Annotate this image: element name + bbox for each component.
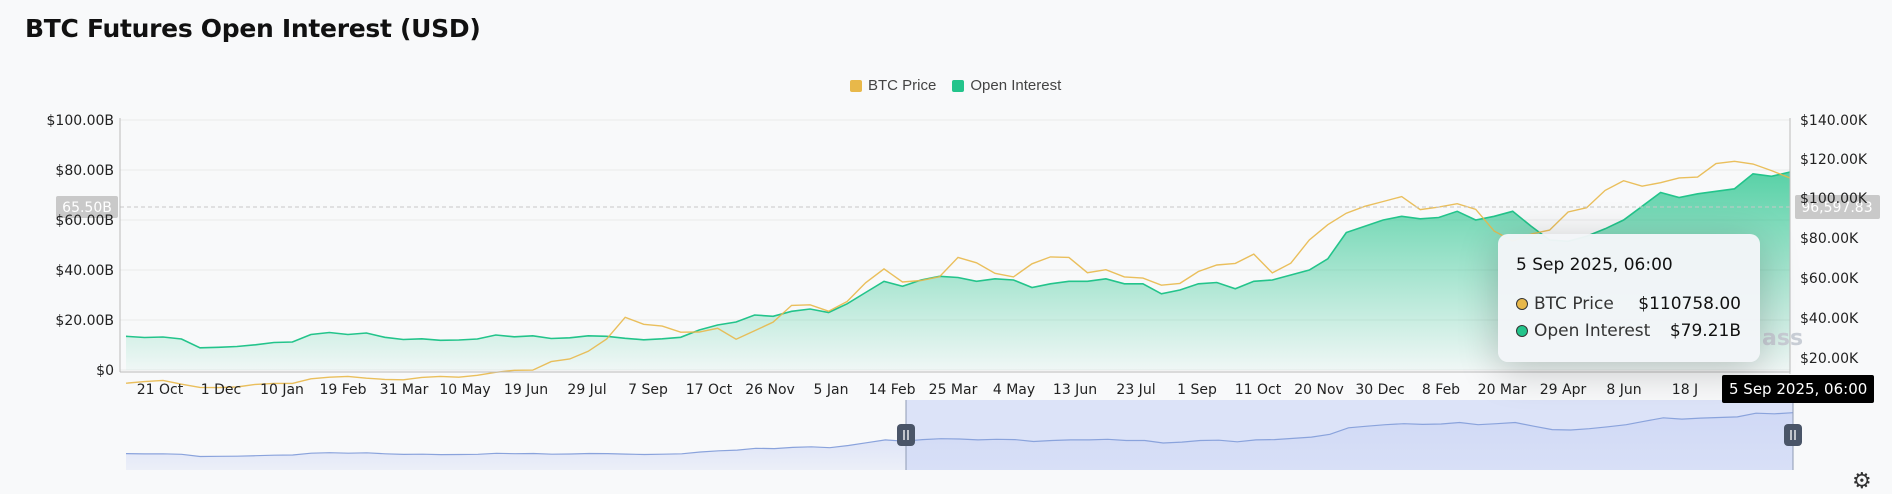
crosshair-right-badge [1795, 195, 1880, 219]
tooltip-label-open-interest: Open Interest [1534, 321, 1651, 341]
range-navigator[interactable] [125, 400, 1802, 470]
y-right-tick-label: $120.00K [1800, 152, 1868, 168]
x-tick-label: 11 Oct [1235, 382, 1282, 398]
tooltip-date: 5 Sep 2025, 06:00 [1516, 255, 1673, 275]
y-right-tick-label: $100.00K [1800, 191, 1868, 207]
legend-item-open-interest[interactable]: Open Interest [952, 77, 1061, 94]
x-tick-label: 1 Dec [201, 382, 241, 398]
chart-tooltip: 5 Sep 2025, 06:00 BTC Price $110758.00 O… [1498, 234, 1760, 362]
navigator-handle-left[interactable] [897, 424, 915, 446]
watermark: ass [1762, 326, 1803, 351]
x-tick-label: 17 Oct [686, 382, 733, 398]
x-tick-label: 1 Sep [1177, 382, 1217, 398]
gear-icon[interactable]: ⚙ [1852, 468, 1872, 493]
x-tick-label: 10 May [439, 382, 490, 398]
chart-legend: BTC Price Open Interest [850, 77, 1061, 94]
x-tick-label: 20 Mar [1478, 382, 1527, 398]
tooltip-value-btc-price: $110758.00 [1638, 294, 1741, 314]
navigator-line [125, 412, 1794, 458]
x-tick-label: 19 Jun [504, 382, 548, 398]
x-tick-label: 18 J [1672, 382, 1698, 398]
y-right-tick-label: $80.00K [1800, 231, 1859, 247]
x-tick-label: 8 Jun [1606, 382, 1641, 398]
x-tick-label: 7 Sep [628, 382, 668, 398]
x-tick-label: 4 May [993, 382, 1035, 398]
x-tick-label: 31 Mar [380, 382, 429, 398]
y-left-tick-label: $20.00B [55, 313, 114, 329]
x-tick-label: 19 Feb [319, 382, 366, 398]
navigator-handle-right[interactable] [1784, 424, 1802, 446]
tooltip-row-open-interest: Open Interest $79.21B [1516, 321, 1741, 341]
x-tick-label: 14 Feb [868, 382, 915, 398]
y-left-tick-label: $80.00B [55, 163, 114, 179]
y-right-tick-label: $40.00K [1800, 311, 1859, 327]
x-tick-label: 25 Mar [929, 382, 978, 398]
x-tick-label: 30 Dec [1355, 382, 1404, 398]
x-tick-label: 13 Jun [1053, 382, 1097, 398]
tooltip-dot-open-interest [1516, 325, 1528, 337]
x-tick-label: 26 Nov [745, 382, 795, 398]
x-tick-label: 10 Jan [260, 382, 304, 398]
legend-swatch-btc-price [850, 79, 862, 92]
tooltip-label-btc-price: BTC Price [1534, 294, 1614, 314]
crosshair: 65.50B 96,597.83 [56, 118, 1880, 396]
y-right-tick-label: $20.00K [1800, 351, 1859, 367]
legend-label-open-interest: Open Interest [970, 77, 1062, 94]
open-interest-line [125, 171, 1791, 349]
legend-swatch-open-interest [952, 79, 965, 92]
page-title: BTC Futures Open Interest (USD) [25, 14, 481, 43]
x-tick-label: 5 Jan [814, 382, 849, 398]
y-left-tick-label: $40.00B [55, 263, 114, 279]
navigator-area [126, 412, 1793, 470]
x-tick-label: 23 Jul [1116, 382, 1155, 398]
tooltip-dot-btc-price [1516, 298, 1528, 310]
x-tick-label: 20 Nov [1294, 382, 1344, 398]
y-left-tick-label: $60.00B [55, 213, 114, 229]
y-right-tick-label: $60.00K [1800, 271, 1859, 287]
tooltip-value-open-interest: $79.21B [1669, 321, 1741, 341]
crosshair-left-badge [56, 196, 118, 218]
x-tick-label: 29 Jul [567, 382, 606, 398]
y-left-tick-label: $0 [96, 363, 114, 379]
x-tick-label: 21 Oct [137, 382, 184, 398]
open-interest-area [126, 172, 1790, 370]
x-tick-label: 29 Apr [1540, 382, 1587, 398]
x-tick-label: 8 Feb [1422, 382, 1460, 398]
chart[interactable]: 65.50B 96,597.83 $0 $20.00B $40.00B $60.00B… [0, 0, 1892, 482]
crosshair-x-label: 5 Sep 2025, 06:00 [1722, 375, 1875, 403]
legend-item-btc-price[interactable]: BTC Price [850, 77, 936, 94]
crosshair-right-value: 96,597.83 [1801, 200, 1872, 216]
legend-label-btc-price: BTC Price [868, 77, 937, 94]
tooltip-row-btc-price: BTC Price $110758.00 [1516, 294, 1741, 314]
crosshair-left-value: 65.50B [62, 200, 112, 216]
y-left-tick-label: $100.00B [47, 113, 115, 129]
y-right-tick-label: $140.00K [1800, 113, 1868, 129]
